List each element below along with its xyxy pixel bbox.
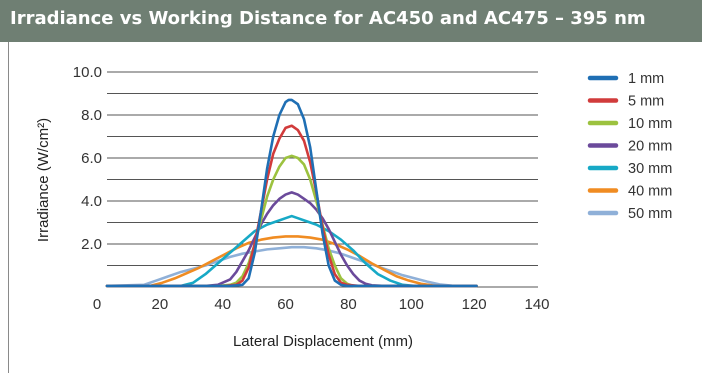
legend-label: 5 mm bbox=[628, 94, 664, 110]
y-axis-label: Irradiance (W/cm²) bbox=[35, 118, 52, 242]
x-axis-label: Lateral Displacement (mm) bbox=[233, 333, 413, 350]
legend-label: 1 mm bbox=[628, 71, 664, 87]
legend-label: 30 mm bbox=[628, 161, 672, 177]
legend: 1 mm 5 mm 10 mm 20 mm 30 mm 40 mm 50 mm bbox=[587, 71, 672, 222]
grid-lines bbox=[107, 71, 538, 288]
x-tick-labels: 0 20 40 60 80 100 120 140 bbox=[93, 296, 550, 313]
legend-label: 40 mm bbox=[628, 184, 672, 200]
legend-label: 20 mm bbox=[628, 139, 672, 155]
x-tick-label: 140 bbox=[524, 296, 549, 313]
y-tick-labels: 2.0 4.0 6.0 8.0 10.0 bbox=[73, 64, 102, 253]
series-line-40-mm bbox=[105, 235, 478, 288]
legend-label: 50 mm bbox=[628, 206, 672, 222]
series-line-5-mm bbox=[105, 124, 478, 288]
y-tick-label: 4.0 bbox=[81, 193, 102, 210]
x-tick-label: 100 bbox=[399, 296, 424, 313]
series-line-1-mm bbox=[105, 98, 478, 288]
x-tick-label: 0 bbox=[93, 296, 101, 313]
series-line-50-mm bbox=[105, 245, 478, 288]
y-tick-label: 8.0 bbox=[81, 107, 102, 124]
y-tick-label: 10.0 bbox=[73, 64, 102, 81]
x-tick-label: 120 bbox=[462, 296, 487, 313]
y-tick-label: 6.0 bbox=[81, 150, 102, 167]
y-tick-label: 2.0 bbox=[81, 236, 102, 253]
x-tick-label: 80 bbox=[340, 296, 357, 313]
chart-title: Irradiance vs Working Distance for AC450… bbox=[10, 8, 646, 29]
x-tick-label: 20 bbox=[152, 296, 169, 313]
series-lines bbox=[105, 98, 478, 288]
title-bar: Irradiance vs Working Distance for AC450… bbox=[0, 0, 702, 42]
frame-left-rule bbox=[8, 42, 9, 373]
series-line-30-mm bbox=[105, 214, 478, 288]
legend-label: 10 mm bbox=[628, 116, 672, 132]
x-tick-label: 60 bbox=[277, 296, 294, 313]
series-line-20-mm bbox=[105, 191, 478, 288]
series-line-10-mm bbox=[105, 154, 478, 288]
x-tick-label: 40 bbox=[214, 296, 231, 313]
